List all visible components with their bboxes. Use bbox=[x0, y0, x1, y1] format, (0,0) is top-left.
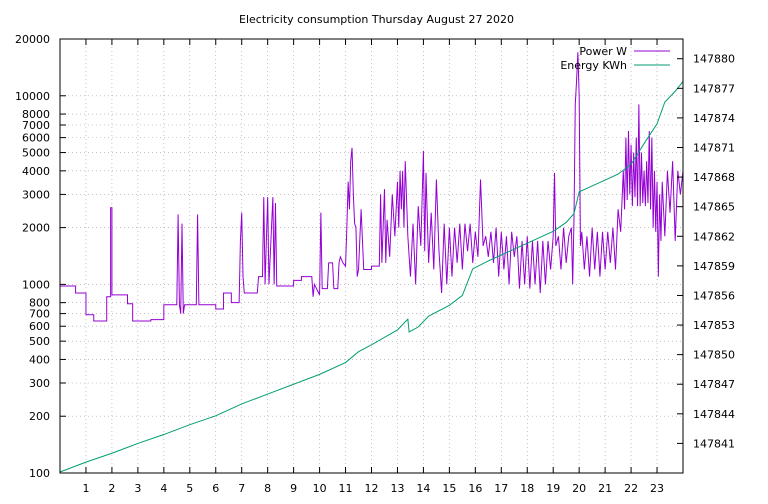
legend-label-energy: Energy KWh bbox=[560, 59, 627, 72]
y-right-tick-label: 147856 bbox=[693, 289, 735, 302]
x-tick-label: 22 bbox=[624, 482, 638, 495]
series-line-energy bbox=[59, 81, 684, 473]
x-tick-label: 6 bbox=[212, 482, 219, 495]
y-right-tick-label: 147862 bbox=[693, 230, 735, 243]
x-tick-label: 11 bbox=[339, 482, 353, 495]
x-tick-label: 20 bbox=[572, 482, 586, 495]
y-right-tick-label: 147853 bbox=[693, 319, 735, 332]
series-group bbox=[59, 52, 684, 473]
y-left-tick-label: 400 bbox=[29, 353, 50, 366]
x-tick-label: 7 bbox=[238, 482, 245, 495]
x-tick-label: 9 bbox=[290, 482, 297, 495]
y-right-tick-label: 147877 bbox=[693, 82, 735, 95]
x-tick-label: 3 bbox=[134, 482, 141, 495]
y-right-tick-label: 147841 bbox=[693, 437, 735, 450]
y-left-tick-label: 500 bbox=[29, 335, 50, 348]
y-left-tick-label: 10000 bbox=[15, 90, 50, 103]
y-left-tick-label: 3000 bbox=[22, 188, 50, 201]
chart-title: Electricity consumption Thursday August … bbox=[239, 13, 514, 26]
x-tick-label: 23 bbox=[650, 482, 664, 495]
x-tick-label: 12 bbox=[365, 482, 379, 495]
y-left-tick-label: 800 bbox=[29, 297, 50, 310]
y-left-tick-label: 2000 bbox=[22, 222, 50, 235]
y-left-tick-label: 4000 bbox=[22, 165, 50, 178]
y-right-tick-label: 147874 bbox=[693, 112, 735, 125]
x-tick-label: 15 bbox=[442, 482, 456, 495]
series-line-power bbox=[60, 52, 684, 322]
y-right-tick-label: 147844 bbox=[693, 408, 735, 421]
x-tick-label: 16 bbox=[468, 482, 482, 495]
y-right-tick-label: 147880 bbox=[693, 53, 735, 66]
y-right-tick-label: 147871 bbox=[693, 142, 735, 155]
x-tick-label: 13 bbox=[390, 482, 404, 495]
y-left-tick-label: 100 bbox=[29, 467, 50, 480]
grid bbox=[60, 39, 683, 473]
x-tick-label: 10 bbox=[313, 482, 327, 495]
axes: 1 2 3 4 5 6 7 8 9 10 11 12 13 14 15 16 17 18 19 20 21 22 23100… bbox=[15, 33, 735, 495]
y-left-tick-label: 300 bbox=[29, 377, 50, 390]
y-right-tick-label: 147850 bbox=[693, 349, 735, 362]
y-left-tick-label: 700 bbox=[29, 308, 50, 321]
y-left-tick-label: 20000 bbox=[15, 33, 50, 46]
x-tick-label: 14 bbox=[416, 482, 430, 495]
legend-label-power: Power W bbox=[579, 45, 627, 58]
x-tick-label: 8 bbox=[264, 482, 271, 495]
x-tick-label: 17 bbox=[494, 482, 508, 495]
x-tick-label: 19 bbox=[546, 482, 560, 495]
x-tick-label: 1 bbox=[82, 482, 89, 495]
x-tick-label: 2 bbox=[108, 482, 115, 495]
y-right-tick-label: 147868 bbox=[693, 171, 735, 184]
y-right-tick-label: 147859 bbox=[693, 260, 735, 273]
y-left-tick-label: 7000 bbox=[22, 119, 50, 132]
y-left-tick-label: 6000 bbox=[22, 132, 50, 145]
y-left-tick-label: 8000 bbox=[22, 108, 50, 121]
x-tick-label: 4 bbox=[160, 482, 167, 495]
y-left-tick-label: 200 bbox=[29, 410, 50, 423]
y-left-tick-label: 1000 bbox=[22, 278, 50, 291]
x-tick-label: 21 bbox=[598, 482, 612, 495]
y-right-tick-label: 147847 bbox=[693, 378, 735, 391]
y-left-tick-label: 5000 bbox=[22, 147, 50, 160]
y-left-tick-label: 600 bbox=[29, 320, 50, 333]
x-tick-label: 18 bbox=[520, 482, 534, 495]
x-tick-label: 5 bbox=[186, 482, 193, 495]
y-right-tick-label: 147865 bbox=[693, 201, 735, 214]
